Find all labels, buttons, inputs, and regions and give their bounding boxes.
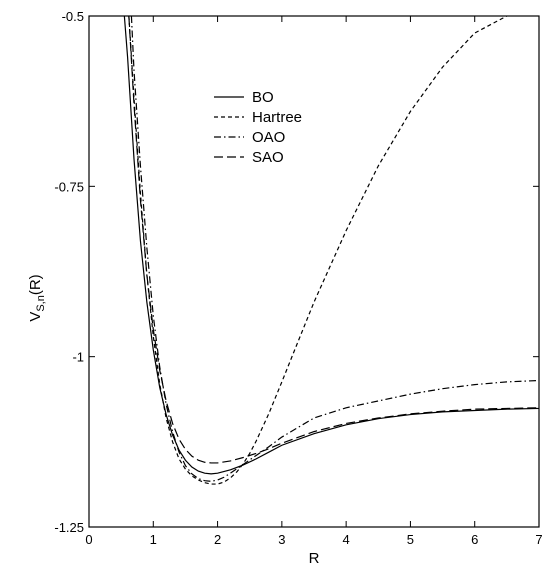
series-line-sao: [128, 16, 539, 464]
legend-label-hartree: Hartree: [252, 109, 302, 126]
x-tick-label: 7: [535, 532, 542, 547]
y-axis-label: VS,n(R): [27, 274, 47, 321]
x-tick-label: 5: [407, 532, 414, 547]
y-tick-label: -1.25: [54, 520, 84, 535]
series-line-hartree: [128, 16, 508, 485]
x-tick-label: 6: [471, 532, 478, 547]
y-tick-label: -1: [72, 350, 84, 365]
y-tick-label: -0.75: [54, 179, 84, 194]
x-axis-ticks: 0 1 2 3 4 5 6 7: [85, 16, 543, 547]
legend-label-sao: SAO: [252, 149, 284, 166]
y-axis-label-main: V: [27, 312, 44, 322]
series-line-bo: [123, 16, 539, 475]
series-line-oao: [130, 16, 539, 482]
y-axis-label-subscript: S,n: [35, 295, 47, 312]
y-axis-ticks: -0.5 -0.75 -1 -1.25: [54, 9, 539, 535]
x-tick-label: 1: [150, 532, 157, 547]
x-tick-label: 4: [343, 532, 350, 547]
series-lines: [123, 16, 539, 485]
x-axis-label: R: [309, 550, 320, 565]
x-tick-label: 2: [214, 532, 221, 547]
x-tick-label: 3: [278, 532, 285, 547]
x-tick-label: 0: [85, 532, 92, 547]
legend: BO Hartree OAO SAO: [214, 89, 302, 166]
y-axis-label-tail: (R): [27, 274, 44, 295]
legend-label-bo: BO: [252, 89, 274, 106]
plot-frame: [88, 15, 540, 528]
legend-label-oao: OAO: [252, 129, 285, 146]
y-tick-label: -0.5: [62, 9, 84, 24]
